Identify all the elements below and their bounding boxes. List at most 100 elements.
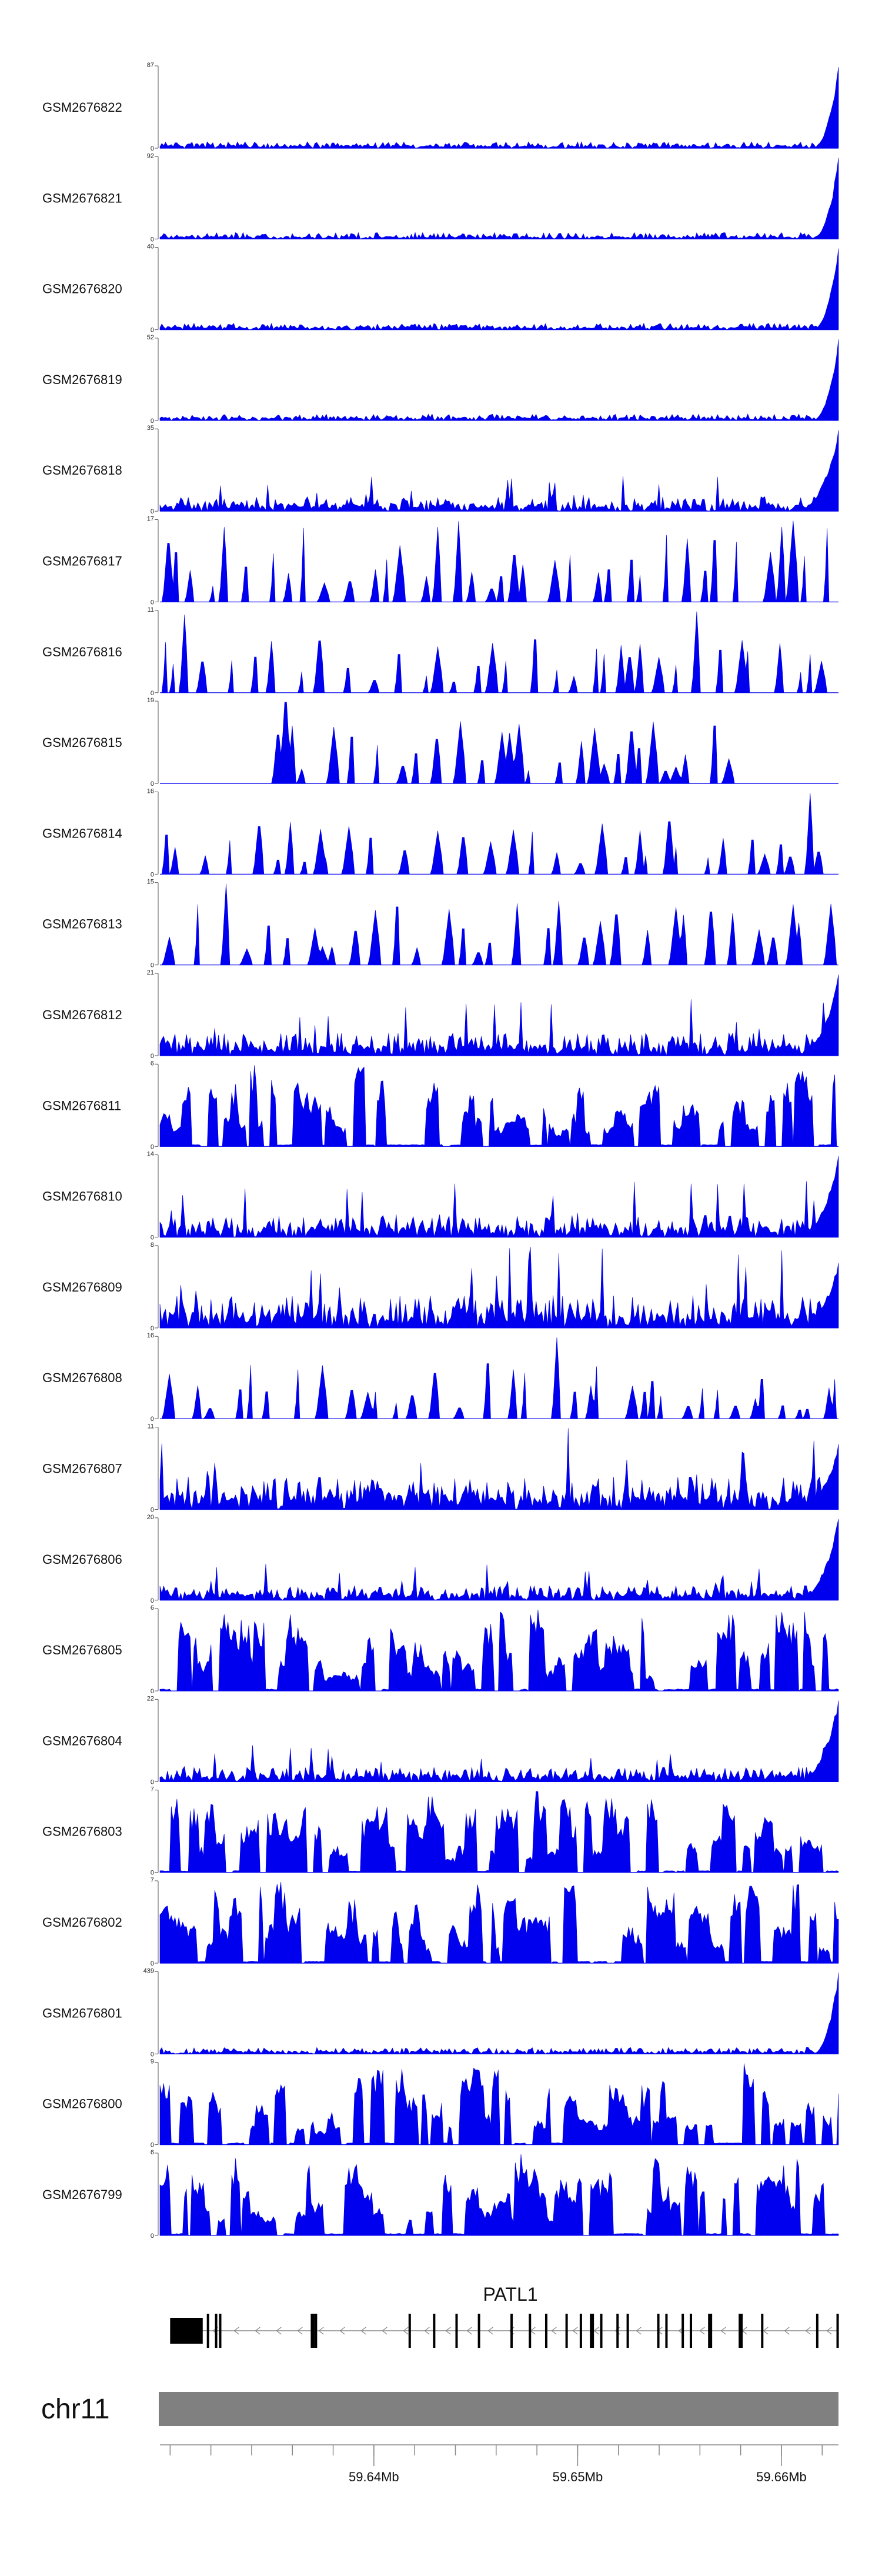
track-label: GSM2676822 xyxy=(42,100,122,115)
track-ymax-label: 15 xyxy=(147,879,154,886)
gene-exon xyxy=(170,2318,203,2344)
track-label: GSM2676801 xyxy=(42,2006,122,2020)
track-ymin-label: 0 xyxy=(151,690,154,697)
strand-arrow xyxy=(784,2327,790,2335)
track-ymax-label: 22 xyxy=(147,1695,154,1702)
strand-arrow xyxy=(466,2327,472,2335)
axis-tick-label: 59.64Mb xyxy=(349,2470,399,2484)
gene-exon xyxy=(600,2314,603,2348)
gene-exon xyxy=(477,2314,480,2348)
strand-arrow xyxy=(551,2327,557,2335)
strand-arrow xyxy=(233,2327,239,2335)
track-label: GSM2676812 xyxy=(42,1007,122,1022)
strand-arrow xyxy=(487,2327,493,2335)
track-ymax-label: 40 xyxy=(147,243,154,251)
strand-arrow xyxy=(699,2327,705,2335)
track-label: GSM2676821 xyxy=(42,191,122,205)
strand-arrow xyxy=(826,2327,832,2335)
axis-tick-label: 59.65Mb xyxy=(553,2470,603,2484)
track-ymin-label: 0 xyxy=(151,236,154,243)
track-ymin-label: 0 xyxy=(151,327,154,334)
gene-exon xyxy=(510,2314,513,2348)
strand-arrow xyxy=(339,2327,345,2335)
track-label: GSM2676819 xyxy=(42,372,122,387)
track-ymin-label: 0 xyxy=(151,1870,154,1877)
coverage-track: GSM2676818 35 0 xyxy=(42,425,839,515)
gene-exon xyxy=(579,2314,582,2348)
track-ymin-label: 0 xyxy=(151,418,154,425)
track-ymin-label: 0 xyxy=(151,1597,154,1604)
track-ymin-label: 0 xyxy=(151,780,154,788)
gene-name-label: PATL1 xyxy=(483,2284,537,2305)
gene-exon xyxy=(219,2314,222,2348)
coverage-area xyxy=(159,2154,839,2236)
coverage-track: GSM2676812 21 0 xyxy=(42,969,839,1060)
coverage-track: GSM2676801 439 0 xyxy=(42,1967,839,2058)
strand-arrow xyxy=(424,2327,430,2335)
coverage-track: GSM2676809 8 0 xyxy=(42,1242,839,1332)
track-label: GSM2676804 xyxy=(42,1733,122,1748)
coverage-track: GSM2676817 17 0 xyxy=(42,516,838,606)
coverage-area xyxy=(160,883,838,965)
track-label: GSM2676805 xyxy=(42,1643,122,1657)
coverage-track: GSM2676806 20 0 xyxy=(42,1514,839,1604)
gene-exon xyxy=(544,2314,547,2348)
coverage-track: GSM2676811 6 0 xyxy=(42,1060,838,1150)
gene-exon xyxy=(590,2314,594,2348)
coverage-area xyxy=(159,430,839,512)
track-ymax-label: 16 xyxy=(147,788,154,795)
coverage-area xyxy=(159,974,839,1056)
track-label: GSM2676820 xyxy=(42,282,122,296)
coverage-area xyxy=(159,1519,839,1601)
track-ymax-label: 35 xyxy=(147,425,154,432)
coverage-track: GSM2676805 6 0 xyxy=(42,1604,839,1695)
gene-exon xyxy=(836,2314,839,2348)
chromosome-label: chr11 xyxy=(41,2394,110,2425)
track-ymax-label: 6 xyxy=(151,1604,154,1611)
gene-exon xyxy=(708,2314,713,2348)
coverage-area xyxy=(159,1700,839,1783)
track-ymax-label: 20 xyxy=(147,1514,154,1521)
coverage-track: GSM2676815 19 0 xyxy=(42,697,838,788)
coverage-area xyxy=(160,1337,838,1420)
chromosome-ideogram: chr11 xyxy=(41,2392,838,2426)
coverage-track: GSM2676800 9 0 xyxy=(42,2058,839,2149)
gene-exon xyxy=(626,2314,629,2348)
track-ymax-label: 439 xyxy=(143,1967,154,1974)
coverage-track: GSM2676813 15 0 xyxy=(42,879,838,969)
track-ymax-label: 6 xyxy=(151,1060,154,1067)
track-ymax-label: 92 xyxy=(147,152,154,159)
coverage-area xyxy=(159,66,839,149)
strand-arrow xyxy=(805,2327,811,2335)
strand-arrow xyxy=(763,2327,769,2335)
gene-exon xyxy=(408,2314,411,2348)
gene-exon xyxy=(739,2314,743,2348)
track-label: GSM2676806 xyxy=(42,1552,122,1567)
coverage-track: GSM2676821 92 0 xyxy=(42,152,839,243)
track-label: GSM2676799 xyxy=(42,2187,122,2202)
axis-tick-label: 59.66Mb xyxy=(756,2470,807,2484)
strand-arrow xyxy=(720,2327,726,2335)
track-label: GSM2676817 xyxy=(42,554,122,569)
track-label: GSM2676814 xyxy=(42,826,122,840)
track-ymin-label: 0 xyxy=(151,1778,154,1786)
gene-exon xyxy=(657,2314,660,2348)
track-label: GSM2676809 xyxy=(42,1280,122,1294)
coverage-area xyxy=(160,702,838,785)
gene-model-PATL1: PATL1 xyxy=(170,2284,839,2348)
track-ymin-label: 0 xyxy=(151,599,154,606)
coverage-area xyxy=(159,2063,839,2145)
genomic-axis: 59.64Mb 59.65Mb 59.66Mb xyxy=(160,2444,838,2484)
track-label: GSM2676800 xyxy=(42,2097,122,2111)
coverage-track: GSM2676802 7 0 xyxy=(42,1877,839,1967)
gene-exon xyxy=(681,2314,684,2348)
coverage-track: GSM2676799 6 0 xyxy=(42,2149,839,2240)
strand-arrow xyxy=(445,2327,451,2335)
coverage-area xyxy=(159,1246,839,1329)
track-ymin-label: 0 xyxy=(151,871,154,878)
coverage-area xyxy=(159,1973,839,2055)
coverage-track: GSM2676822 87 0 xyxy=(42,62,839,152)
gene-exon xyxy=(616,2314,619,2348)
strand-arrow xyxy=(360,2327,366,2335)
track-label: GSM2676813 xyxy=(42,917,122,932)
